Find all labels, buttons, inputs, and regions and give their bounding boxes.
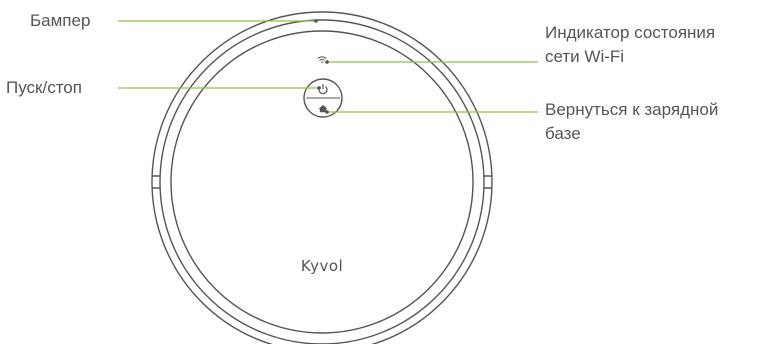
leader-dot-wifi (325, 60, 329, 64)
start-stop-label: Пуск/стоп (6, 78, 82, 97)
bumper-left-seam (152, 175, 160, 189)
bumper-label: Бампер (30, 11, 91, 30)
top-cover (170, 30, 474, 334)
bumper-outer-ring (151, 11, 493, 344)
leader-dot-start-stop (317, 86, 321, 90)
return-to-base-label-line-2: базе (545, 124, 581, 143)
wifi-indicator-label: Индикатор состояния сети Wi-Fi (545, 21, 715, 69)
return-to-base-label: Вернуться к зарядной базе (545, 98, 718, 146)
leader-dot-bumper (314, 19, 318, 23)
leader-dot-home (325, 110, 329, 114)
wifi-icon (317, 56, 327, 63)
brand-logo: Kyvol (301, 257, 343, 275)
control-panel (303, 78, 343, 118)
return-to-base-label-line-1: Вернуться к зарядной (545, 100, 719, 119)
bumper-right-seam (484, 175, 492, 189)
control-button-ring (303, 78, 343, 118)
leader-lines (118, 20, 538, 113)
wifi-indicator-label-line-2: сети Wi-Fi (545, 47, 625, 66)
bumper-inner-ring (159, 19, 485, 344)
leader-dots (314, 19, 329, 114)
wifi-indicator-label-line-1: Индикатор состояния (545, 23, 716, 42)
home-icon[interactable] (318, 105, 328, 113)
robot-body (151, 11, 493, 344)
